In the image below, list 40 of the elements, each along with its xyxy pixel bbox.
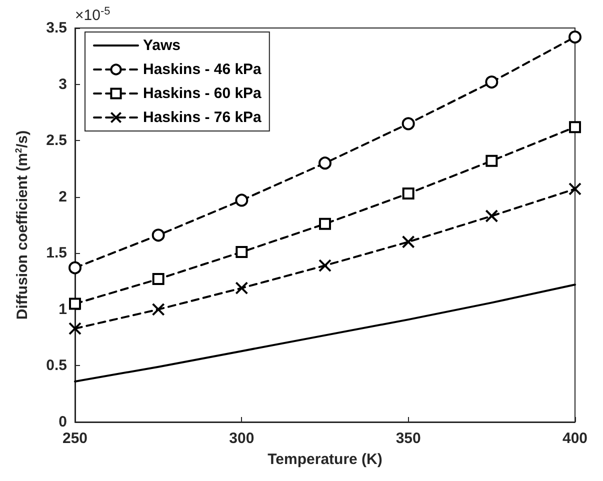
y-tick-label: 1 <box>58 300 67 318</box>
legend-label: Yaws <box>143 37 181 54</box>
point <box>568 182 582 196</box>
point <box>318 259 332 272</box>
point <box>319 218 331 230</box>
legend-label: Haskins - 76 kPa <box>143 109 262 126</box>
legend-label: Haskins - 60 kPa <box>143 85 262 102</box>
point <box>402 117 415 130</box>
x-tick-label: 250 <box>62 430 88 447</box>
y-tick-label: 1.5 <box>46 244 67 262</box>
x-axis-title: Temperature (K) <box>268 451 382 468</box>
y-tick-label: 3 <box>58 76 67 93</box>
y-tick-label: 3.5 <box>46 20 67 36</box>
point <box>235 282 248 295</box>
point <box>68 322 82 336</box>
point <box>152 273 164 286</box>
point <box>69 298 81 310</box>
point <box>402 187 414 200</box>
point <box>569 121 581 134</box>
point <box>402 235 415 248</box>
x-tick-label: 350 <box>396 430 421 447</box>
y-tick-label: 2 <box>58 188 67 206</box>
point <box>485 76 498 89</box>
x-tick-label: 400 <box>562 430 588 447</box>
legend-label: Haskins - 46 kPa <box>143 61 262 78</box>
line-series <box>74 284 576 382</box>
y-tick-label: 0 <box>58 414 67 430</box>
point <box>152 302 165 316</box>
point <box>485 209 498 222</box>
point <box>235 194 248 207</box>
point <box>152 228 165 242</box>
y-tick-label: 0.5 <box>46 357 67 374</box>
point <box>68 261 82 274</box>
point <box>318 156 332 170</box>
point <box>486 154 498 167</box>
point <box>236 246 248 258</box>
y-axis-title: Diffusion coefficient (m2/s) <box>14 130 31 320</box>
x-tick-label: 300 <box>229 430 254 447</box>
point <box>568 30 582 44</box>
y-tick-label: 2.5 <box>46 132 67 150</box>
